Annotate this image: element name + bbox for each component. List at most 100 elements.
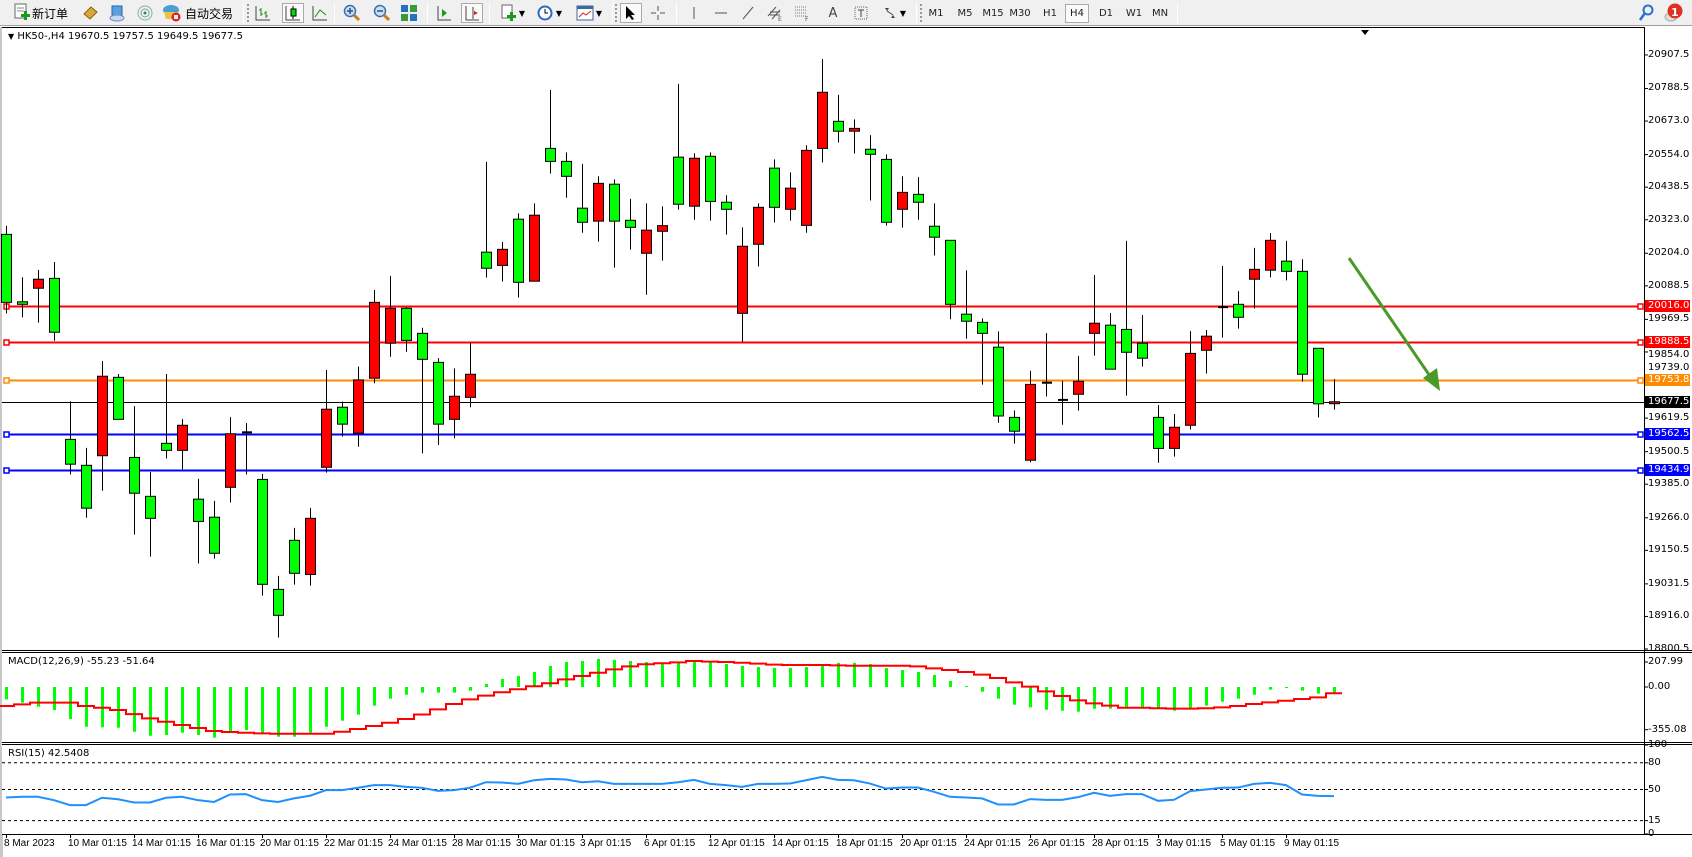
candle-body xyxy=(97,375,108,457)
dropdown-arrow-icon: ▼ xyxy=(518,8,526,18)
candle-body xyxy=(385,307,396,344)
signals-button[interactable] xyxy=(135,3,155,23)
macd-histogram-bar xyxy=(949,680,952,688)
search-button[interactable] xyxy=(1636,3,1656,23)
market-watch-button[interactable] xyxy=(80,3,100,23)
timeframe-m30[interactable]: M30 xyxy=(1009,8,1031,19)
arrow-line[interactable] xyxy=(1347,257,1434,380)
tile-windows-button[interactable] xyxy=(399,3,419,23)
line-handle-icon[interactable] xyxy=(1637,339,1644,346)
new-order-label: 新订单 xyxy=(32,6,69,21)
candle-body xyxy=(65,438,76,465)
timeframe-mn[interactable]: MN xyxy=(1151,8,1169,19)
notification-button[interactable]: 1 xyxy=(1661,3,1685,23)
new-order-button[interactable]: 新订单 xyxy=(12,3,68,23)
macd-histogram-bar xyxy=(309,687,312,733)
timeframe-m1[interactable]: M1 xyxy=(928,8,944,19)
line-handle-icon[interactable] xyxy=(1637,431,1644,438)
macd-histogram-bar xyxy=(1141,687,1144,708)
price-tick-label: 19266.0 xyxy=(1648,511,1690,523)
time-label: 26 Apr 01:15 xyxy=(1028,838,1085,849)
trendline-button[interactable] xyxy=(738,3,758,23)
arrows-button[interactable]: ▼ xyxy=(879,3,909,23)
timeframe-w1[interactable]: W1 xyxy=(1125,8,1143,19)
macd-histogram-bar xyxy=(53,687,56,710)
macd-histogram-bar xyxy=(821,664,824,688)
timeframe-h4[interactable]: H4 xyxy=(1065,4,1089,23)
vertical-line-button[interactable] xyxy=(684,3,704,23)
auto-trading-icon xyxy=(163,5,181,22)
indicators-button[interactable]: ▼ xyxy=(496,3,528,23)
chart-shift-button[interactable] xyxy=(461,3,483,23)
horizontal-line-button[interactable] xyxy=(711,3,731,23)
text-button[interactable]: A xyxy=(823,3,843,23)
macd-histogram-bar xyxy=(373,687,376,706)
dropdown-arrow-icon: ▼ xyxy=(595,8,603,18)
time-label: 28 Apr 01:15 xyxy=(1092,838,1149,849)
candle-body xyxy=(1313,347,1324,405)
crosshair-button[interactable] xyxy=(648,3,668,23)
timeframe-h1[interactable]: H1 xyxy=(1043,8,1057,19)
text-label-button[interactable] xyxy=(851,3,871,23)
indicators-icon xyxy=(501,4,516,21)
zoom-in-icon xyxy=(343,4,361,22)
candle-body xyxy=(273,588,284,616)
candle-body xyxy=(161,442,172,451)
time-label: 6 Apr 01:15 xyxy=(644,838,696,849)
price-tick-label: 20204.0 xyxy=(1648,247,1690,259)
macd-histogram-bar xyxy=(725,664,728,688)
macd-histogram-bar xyxy=(885,668,888,688)
line-handle-icon[interactable] xyxy=(3,339,10,346)
svg-text:E: E xyxy=(778,16,782,22)
macd-histogram-bar xyxy=(261,687,264,734)
line-handle-icon[interactable] xyxy=(1637,467,1644,474)
zoom-out-button[interactable] xyxy=(372,3,392,23)
line-handle-icon[interactable] xyxy=(3,377,10,384)
cursor-icon xyxy=(626,6,635,20)
timeframe-d1[interactable]: D1 xyxy=(1098,8,1114,19)
cursor-button[interactable] xyxy=(620,3,642,23)
fibonacci-button[interactable]: F xyxy=(792,3,812,23)
bar-chart-button[interactable] xyxy=(253,3,273,23)
data-window-button[interactable] xyxy=(107,3,127,23)
candle-body xyxy=(449,395,460,420)
time-label: 14 Apr 01:15 xyxy=(772,838,829,849)
line-handle-icon[interactable] xyxy=(3,431,10,438)
candle-body xyxy=(689,157,700,207)
candle-body xyxy=(33,278,44,289)
auto-scroll-button[interactable] xyxy=(434,3,454,23)
timeframe-m5[interactable]: M5 xyxy=(957,8,973,19)
candle-body xyxy=(913,193,924,203)
line-handle-icon[interactable] xyxy=(1637,377,1644,384)
bar-chart-icon xyxy=(255,6,270,21)
line-chart-button[interactable] xyxy=(310,3,330,23)
line-handle-icon[interactable] xyxy=(1637,303,1644,310)
time-label: 5 May 01:15 xyxy=(1220,838,1276,849)
candle-body xyxy=(145,495,156,519)
macd-histogram-bar xyxy=(405,687,408,695)
candlestick-button[interactable] xyxy=(282,3,304,23)
macd-histogram-bar xyxy=(1189,687,1192,708)
chart-shift-marker-icon[interactable] xyxy=(1361,30,1369,35)
candle-body xyxy=(1089,322,1100,334)
templates-button[interactable]: ▼ xyxy=(573,3,605,23)
zoom-in-button[interactable] xyxy=(342,3,362,23)
price-tick-label: 19385.0 xyxy=(1648,478,1690,490)
candle-body xyxy=(417,332,428,360)
macd-histogram-bar xyxy=(1269,687,1272,690)
chart-window[interactable] xyxy=(0,27,1692,857)
periods-button[interactable]: ▼ xyxy=(533,3,565,23)
price-label: 19562.5 xyxy=(1645,428,1690,441)
arrows-icon xyxy=(884,8,895,18)
macd-histogram-bar xyxy=(117,687,120,728)
equidistant-channel-button[interactable]: E xyxy=(765,3,785,23)
timeframe-m15[interactable]: M15 xyxy=(982,8,1004,19)
symbol-menu-icon[interactable]: ▼ xyxy=(8,32,15,41)
dropdown-arrow-icon: ▼ xyxy=(899,8,907,18)
candle-body xyxy=(993,346,1004,417)
line-handle-icon[interactable] xyxy=(3,467,10,474)
candle-body xyxy=(593,182,604,222)
candle-body xyxy=(353,379,364,434)
auto-trading-button[interactable]: 自动交易 xyxy=(161,3,233,23)
